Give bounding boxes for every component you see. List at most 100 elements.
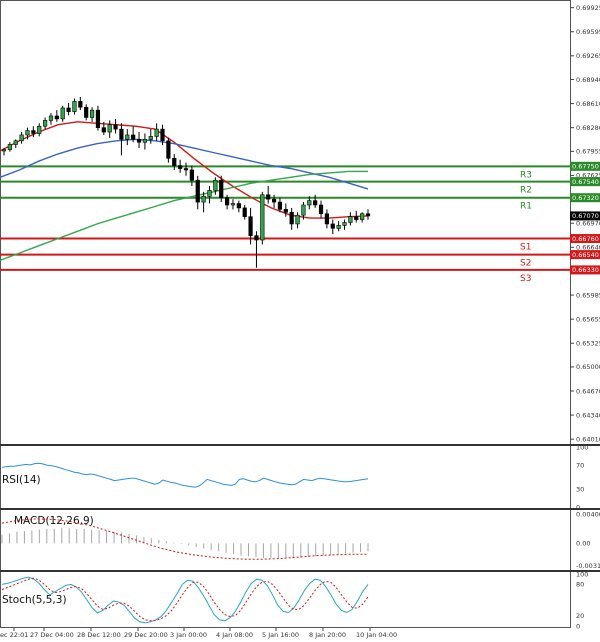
- candle-body: [48, 115, 54, 121]
- stoch-tick-label: 0: [576, 622, 580, 630]
- candle-body: [172, 158, 177, 166]
- candle: [42, 117, 48, 130]
- candle: [7, 142, 12, 152]
- candle-body: [101, 127, 106, 133]
- candle-body: [7, 144, 12, 150]
- candle: [219, 175, 224, 203]
- rsi-tick-label: 70: [576, 461, 584, 469]
- candle: [101, 121, 106, 135]
- candle: [207, 186, 212, 204]
- level-name-r1: R1: [520, 202, 532, 212]
- current-price-tag: [570, 211, 600, 221]
- rsi-label: RSI(14): [2, 474, 41, 486]
- level-tag-r1: [570, 193, 600, 203]
- candle-body: [66, 107, 71, 112]
- candle-body: [166, 140, 171, 159]
- candle-body: [230, 203, 236, 206]
- level-tag-s3: [570, 265, 600, 275]
- level-tag-s2: [570, 250, 600, 260]
- panel-frame-2: [0, 509, 571, 571]
- time-tick-label: 8 Jan 20:00: [309, 631, 346, 639]
- candle: [154, 123, 159, 141]
- candle: [54, 110, 59, 122]
- candle-body: [25, 130, 30, 136]
- candle-body: [195, 179, 200, 203]
- time-tick-label: 5 Jan 16:00: [262, 631, 299, 639]
- candle-body: [183, 168, 189, 171]
- candle-body: [54, 115, 59, 120]
- level-tag-value: 0.66760: [572, 235, 599, 243]
- candle-body: [236, 203, 241, 209]
- level-tag-s1: [570, 234, 600, 244]
- time-tick-label: ec 22:01: [0, 631, 28, 639]
- price-tick-label: 0.65985: [576, 291, 600, 299]
- candle-body: [13, 140, 18, 145]
- candle: [354, 210, 359, 223]
- candle: [342, 219, 347, 230]
- level-tags: 0.67750 0.67540 0.67320 0.66760 0.66540 0.663…: [570, 161, 600, 275]
- level-name-r2: R2: [520, 186, 532, 196]
- level-tag-value: 0.67750: [572, 163, 599, 171]
- candle: [307, 196, 312, 210]
- candle: [324, 209, 330, 229]
- candle-body: [277, 201, 283, 210]
- candle-body: [154, 128, 159, 137]
- candle: [289, 207, 294, 230]
- price-tick-label: 0.65655: [576, 315, 600, 323]
- candle: [119, 123, 124, 156]
- candle: [142, 133, 148, 150]
- price-tick-label: 0.69595: [576, 28, 600, 36]
- candle: [236, 200, 241, 213]
- candle-body: [313, 200, 318, 206]
- stoch-panel: Stoch(5,5,3) 100 80 20 0: [1, 570, 588, 630]
- level-name-s1: S1: [520, 243, 531, 253]
- candle-body: [113, 124, 118, 130]
- time-tick-label: 28 Dec 12:00: [77, 631, 121, 639]
- candle: [283, 203, 288, 217]
- candle: [84, 104, 89, 121]
- candle: [313, 194, 318, 208]
- time-tick-label: 10 Jan 04:00: [356, 631, 397, 639]
- candle-body: [95, 109, 101, 128]
- candle-body: [254, 235, 259, 241]
- candle-body: [131, 134, 136, 140]
- panel-frame-1: [0, 445, 571, 509]
- candle: [271, 194, 277, 208]
- candles: [1, 97, 371, 268]
- candle-body: [160, 128, 165, 142]
- candle: [37, 123, 42, 137]
- candle: [330, 219, 335, 235]
- candle-body: [342, 222, 347, 226]
- level-tag-r3: [570, 161, 600, 171]
- candle: [230, 199, 236, 210]
- candle: [360, 212, 365, 223]
- ma-line-0: [0, 121, 369, 219]
- candle-body: [219, 179, 224, 198]
- time-tick-label: 3 Jan 00:00: [170, 631, 207, 639]
- candle-body: [330, 223, 335, 229]
- candle-body: [283, 209, 288, 213]
- candle-body: [266, 194, 271, 200]
- candle-body: [107, 124, 112, 133]
- candle: [25, 127, 30, 140]
- level-tag-value: 0.67540: [572, 178, 599, 186]
- candle-body: [260, 194, 265, 241]
- candle-body: [89, 109, 95, 118]
- candle: [148, 129, 153, 144]
- candle-body: [360, 213, 365, 220]
- candle: [224, 194, 230, 210]
- candle-body: [42, 120, 48, 127]
- candle-body: [1, 149, 7, 152]
- candle-body: [78, 101, 83, 108]
- candle: [336, 221, 341, 232]
- rsi-tick-label: 0: [576, 503, 580, 511]
- macd-panel: MACD(12,26,9) 0.004006 0.00 -0.003115: [1, 511, 600, 570]
- macd-tick-label: 0.00: [576, 540, 590, 548]
- macd-tick-label: -0.003115: [576, 562, 600, 570]
- candle-body: [189, 169, 194, 181]
- time-axis: ec 22:01 27 Dec 04:00 28 Dec 12:00 29 Dec 2…: [0, 628, 397, 639]
